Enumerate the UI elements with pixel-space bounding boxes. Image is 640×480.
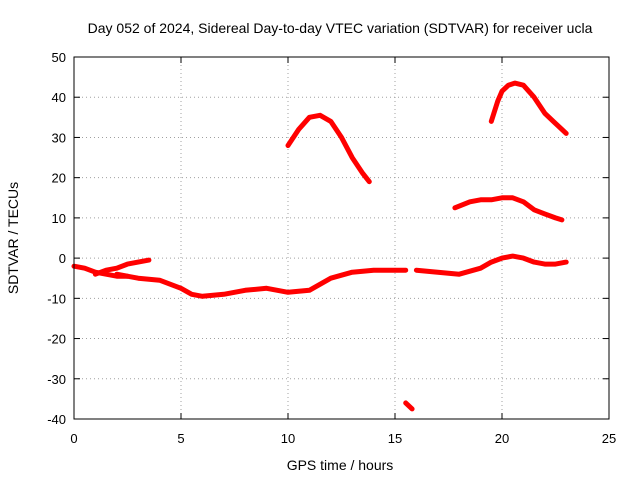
series-track-e	[403, 400, 415, 412]
y-tick-label: 0	[59, 251, 66, 266]
y-tick-label: -30	[47, 372, 66, 387]
series-track-h	[488, 80, 569, 136]
x-tick-label: 0	[70, 431, 77, 446]
y-tick-label: 50	[52, 50, 66, 65]
y-tick-label: 40	[52, 90, 66, 105]
series-track-d	[285, 112, 372, 185]
plot-frame	[73, 56, 610, 420]
y-tick-label: -40	[47, 412, 66, 427]
plot-area	[71, 80, 569, 412]
chart-title: Day 052 of 2024, Sidereal Day-to-day VTE…	[88, 20, 593, 36]
series-track-f	[413, 253, 569, 277]
y-tick-label: -20	[47, 332, 66, 347]
x-tick-label: 10	[281, 431, 295, 446]
y-tick-label: 10	[52, 211, 66, 226]
x-tick-label: 15	[388, 431, 402, 446]
x-axis-label: GPS time / hours	[287, 457, 394, 473]
series-track-g	[452, 195, 565, 223]
x-tick-label: 5	[177, 431, 184, 446]
ticks: -40 -30 -20 -10 0 10 20 30 40 50 0 5 10 15 20 25	[47, 50, 616, 446]
x-tick-label: 20	[495, 431, 509, 446]
y-tick-label: 20	[52, 171, 66, 186]
grid	[74, 57, 609, 419]
x-tick-label: 25	[602, 431, 616, 446]
y-tick-label: -10	[47, 291, 66, 306]
series-track-b	[92, 257, 152, 277]
y-axis-label: SDTVAR / TECUs	[5, 182, 21, 294]
series-track-c	[114, 267, 409, 299]
y-tick-label: 30	[52, 130, 66, 145]
